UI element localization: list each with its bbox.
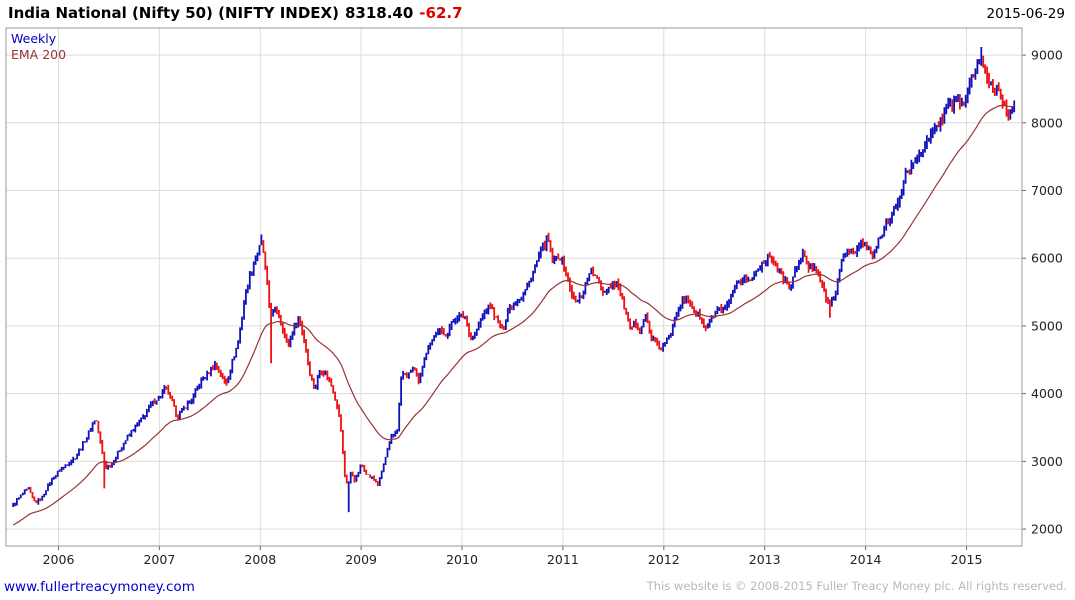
svg-text:7000: 7000	[1031, 183, 1063, 198]
svg-text:2006: 2006	[43, 552, 75, 567]
svg-text:2000: 2000	[1031, 522, 1063, 537]
svg-text:2013: 2013	[749, 552, 781, 567]
svg-text:8000: 8000	[1031, 115, 1063, 130]
svg-text:2015: 2015	[951, 552, 983, 567]
last-price: 8318.40	[344, 4, 414, 22]
svg-text:2012: 2012	[648, 552, 680, 567]
svg-text:6000: 6000	[1031, 251, 1063, 266]
legend-ema-200: EMA 200	[11, 47, 67, 62]
legend-timeframe: Weekly	[11, 31, 57, 46]
svg-text:4000: 4000	[1031, 386, 1063, 401]
price-change: -62.7	[419, 4, 463, 22]
site-link[interactable]: www.fullertreacymoney.com	[4, 579, 195, 595]
svg-text:5000: 5000	[1031, 318, 1063, 333]
chart-header: India National (Nifty 50) (NIFTY INDEX) 8…	[8, 4, 463, 22]
svg-text:2007: 2007	[143, 552, 175, 567]
svg-text:2008: 2008	[244, 552, 276, 567]
chart-legend: Weekly EMA 200	[11, 31, 66, 63]
svg-text:2014: 2014	[850, 552, 882, 567]
copyright-text: This website is © 2008-2015 Fuller Treac…	[646, 579, 1067, 593]
svg-text:3000: 3000	[1031, 454, 1063, 469]
instrument-title: India National (Nifty 50) (NIFTY INDEX)	[8, 4, 339, 22]
svg-text:2011: 2011	[547, 552, 579, 567]
date-label: 2015-06-29	[986, 6, 1065, 22]
svg-text:9000: 9000	[1031, 48, 1063, 63]
svg-text:2009: 2009	[345, 552, 377, 567]
svg-text:2010: 2010	[446, 552, 478, 567]
